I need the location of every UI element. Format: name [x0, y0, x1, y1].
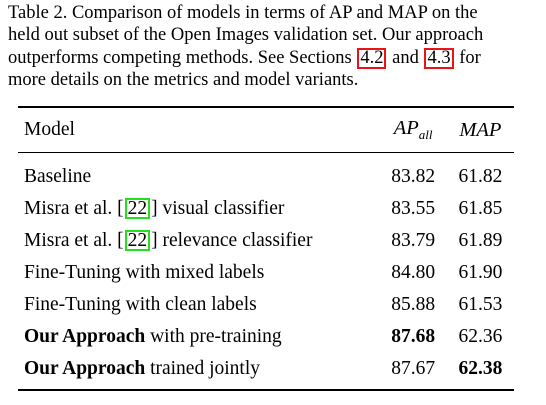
- header-map: MAP: [446, 106, 514, 153]
- model-name: Fine-Tuning with clean labels: [24, 294, 257, 315]
- ap-value: 83.55: [391, 198, 436, 219]
- model-name: Misra et al. [22] relevance classifier: [24, 230, 313, 251]
- section-ref-link[interactable]: 4.3: [424, 47, 454, 69]
- table-row: Baseline 83.82 61.82: [18, 153, 514, 194]
- map-value: 61.90: [458, 262, 503, 283]
- caption-line-3: outperforms competing methods. See Secti…: [8, 47, 540, 69]
- header-ap-all: APall: [379, 106, 447, 153]
- model-name: Baseline: [24, 166, 92, 187]
- ap-value: 85.88: [391, 294, 436, 315]
- section-ref-link[interactable]: 4.2: [357, 47, 387, 69]
- caption-line-1: Table 2. Comparison of models in terms o…: [8, 3, 478, 23]
- model-name: Our Approach trained jointly: [18, 353, 380, 391]
- ap-value: 83.79: [391, 230, 436, 251]
- ap-value: 84.80: [391, 262, 436, 283]
- map-value-best: 62.38: [446, 353, 514, 391]
- ap-value: 87.67: [379, 353, 447, 391]
- map-value: 61.53: [458, 294, 503, 315]
- model-name: Our Approach with pre-training: [24, 326, 282, 347]
- map-value: 61.82: [458, 166, 503, 187]
- caption-line-4: more details on the metrics and model va…: [8, 70, 359, 91]
- caption-text: outperforms competing methods. See Secti…: [8, 47, 357, 68]
- table-row: Our Approach trained jointly 87.67 62.38: [18, 353, 514, 391]
- caption-text: for: [454, 47, 481, 68]
- ap-value-best: 87.68: [391, 326, 436, 347]
- ap-value: 83.82: [391, 166, 436, 187]
- caption-line-2: held out subset of the Open Images valid…: [8, 25, 484, 46]
- header-model: Model: [18, 106, 380, 153]
- table-row: Fine-Tuning with mixed labels 84.80 61.9…: [18, 257, 514, 289]
- map-value: 61.89: [458, 230, 503, 251]
- table-row: Fine-Tuning with clean labels 85.88 61.5…: [18, 289, 514, 321]
- map-value: 61.85: [458, 198, 503, 219]
- results-table: Model APall MAP Baseline 83.82 61.82 Mis…: [18, 106, 514, 391]
- table-header-row: Model APall MAP: [18, 106, 514, 153]
- caption-text: and: [387, 47, 424, 68]
- table-row: Misra et al. [22] visual classifier 83.5…: [18, 193, 514, 225]
- citation-link[interactable]: 22: [124, 230, 151, 251]
- model-name: Misra et al. [22] visual classifier: [24, 198, 285, 219]
- map-value: 62.36: [458, 326, 503, 347]
- citation-link[interactable]: 22: [124, 198, 151, 219]
- table-caption: Table 2. Comparison of models in terms o…: [8, 2, 540, 92]
- table-row: Misra et al. [22] relevance classifier 8…: [18, 225, 514, 257]
- table-row: Our Approach with pre-training 87.68 62.…: [18, 321, 514, 353]
- model-name: Fine-Tuning with mixed labels: [24, 262, 265, 283]
